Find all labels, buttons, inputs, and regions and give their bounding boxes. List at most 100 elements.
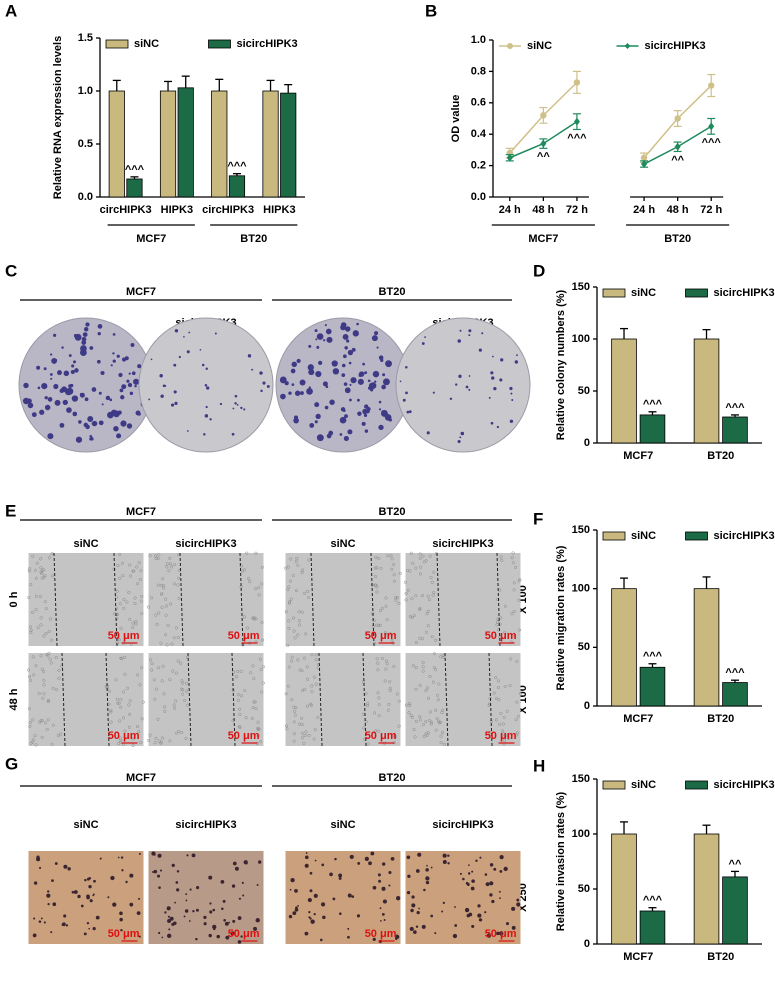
cell xyxy=(376,668,380,672)
cell xyxy=(404,703,409,707)
cell xyxy=(140,666,144,670)
colony xyxy=(62,399,68,405)
x-tick-label: BT20 xyxy=(707,450,734,462)
cell xyxy=(292,739,296,743)
cell xyxy=(412,613,416,617)
cell xyxy=(380,606,384,610)
group-label: MCF7 xyxy=(126,286,156,298)
wound-edge xyxy=(370,552,375,647)
panel-letter: H xyxy=(533,756,545,775)
colony xyxy=(356,398,360,402)
cell xyxy=(128,617,132,621)
cell xyxy=(242,568,246,572)
cell xyxy=(429,575,433,580)
colony xyxy=(159,373,163,378)
cell xyxy=(418,606,422,611)
invaded-cell xyxy=(334,857,337,861)
cell xyxy=(44,631,48,636)
cell xyxy=(115,589,119,593)
point xyxy=(640,154,648,161)
cell xyxy=(421,554,425,558)
colony xyxy=(314,420,318,424)
invaded-cell xyxy=(67,867,71,871)
colony xyxy=(367,379,371,383)
cell xyxy=(251,616,255,620)
cell xyxy=(500,558,504,563)
micrograph xyxy=(405,553,521,646)
colony xyxy=(75,436,83,443)
cell xyxy=(499,555,503,559)
cell xyxy=(39,623,43,627)
cell xyxy=(365,704,370,708)
invaded-cell xyxy=(38,920,42,923)
scale-bar-label: 50 μm xyxy=(365,630,397,642)
cell xyxy=(292,732,296,736)
cell xyxy=(377,556,381,560)
invaded-cell xyxy=(238,897,242,900)
invaded-cell xyxy=(329,872,333,877)
colony xyxy=(91,422,94,425)
bar xyxy=(262,90,279,198)
invaded-cell xyxy=(228,921,230,924)
cell xyxy=(172,703,176,707)
cell xyxy=(156,556,160,561)
colony xyxy=(382,378,390,386)
y-tick-label: 0 xyxy=(584,938,590,950)
cell xyxy=(29,630,33,635)
cell xyxy=(161,664,165,668)
scale-bar-label: 50 μm xyxy=(108,730,140,742)
cell xyxy=(494,676,498,680)
cell xyxy=(428,674,432,679)
cell xyxy=(404,591,408,596)
cell xyxy=(176,659,180,663)
y-tick-label: 0.6 xyxy=(471,97,486,109)
cell xyxy=(163,597,168,601)
invaded-cell xyxy=(430,866,433,869)
cell xyxy=(121,574,125,578)
colony xyxy=(54,358,58,362)
invaded-cell xyxy=(86,921,90,925)
panel-letter: D xyxy=(533,261,545,280)
colony xyxy=(36,365,41,370)
cell xyxy=(380,656,384,660)
invaded-cell xyxy=(138,852,141,855)
colony xyxy=(290,368,296,374)
cell xyxy=(47,651,51,655)
cell xyxy=(373,575,378,579)
cell xyxy=(170,642,174,646)
invaded-cell xyxy=(499,931,504,936)
cell xyxy=(414,719,418,723)
invaded-cell xyxy=(338,873,343,878)
colony xyxy=(294,390,301,396)
cell xyxy=(518,692,522,696)
bar xyxy=(693,588,720,707)
cell xyxy=(410,615,414,620)
cell xyxy=(119,705,123,709)
cell xyxy=(290,659,294,663)
cell xyxy=(136,673,140,677)
invaded-cell xyxy=(382,862,386,866)
legend-label: siNC xyxy=(631,779,656,791)
colony xyxy=(449,397,453,400)
cell xyxy=(173,706,177,710)
invaded-cell xyxy=(159,869,163,872)
colony xyxy=(343,435,349,442)
colony xyxy=(315,338,318,341)
invaded-cell xyxy=(171,863,175,868)
invaded-cell xyxy=(158,886,161,889)
invaded-cell xyxy=(471,870,474,873)
cell xyxy=(55,688,59,692)
colony xyxy=(399,380,402,383)
colony xyxy=(49,373,53,376)
invaded-cell xyxy=(88,884,92,889)
cell xyxy=(310,653,314,657)
cell xyxy=(51,723,55,727)
colony xyxy=(378,400,382,404)
invaded-cell xyxy=(208,875,213,880)
cell xyxy=(59,732,63,736)
cell xyxy=(501,729,505,733)
cell xyxy=(395,595,399,600)
bar xyxy=(280,92,297,198)
invaded-cell xyxy=(425,880,430,885)
colony xyxy=(39,409,45,415)
